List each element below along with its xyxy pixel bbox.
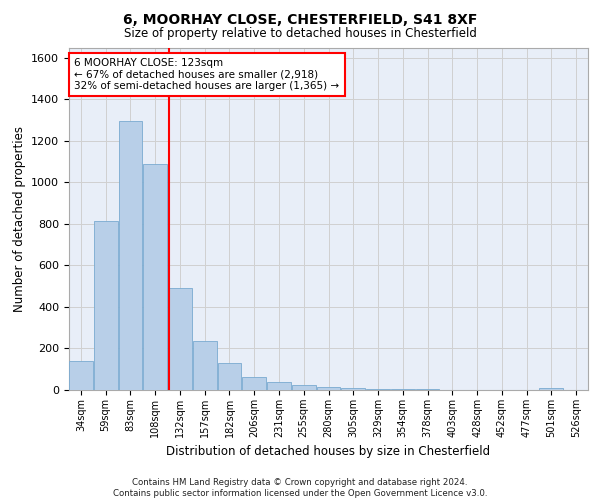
Bar — [317, 387, 340, 390]
Bar — [539, 388, 563, 390]
Bar — [143, 164, 167, 390]
Bar — [218, 363, 241, 390]
Bar — [391, 389, 415, 390]
X-axis label: Distribution of detached houses by size in Chesterfield: Distribution of detached houses by size … — [166, 446, 491, 458]
Bar — [119, 121, 142, 390]
Bar — [193, 341, 217, 390]
Y-axis label: Number of detached properties: Number of detached properties — [13, 126, 26, 312]
Bar — [242, 376, 266, 390]
Bar — [94, 221, 118, 390]
Bar — [292, 385, 316, 390]
Text: Size of property relative to detached houses in Chesterfield: Size of property relative to detached ho… — [124, 28, 476, 40]
Bar — [341, 388, 365, 390]
Text: 6 MOORHAY CLOSE: 123sqm
← 67% of detached houses are smaller (2,918)
32% of semi: 6 MOORHAY CLOSE: 123sqm ← 67% of detache… — [74, 58, 340, 91]
Bar — [267, 382, 291, 390]
Bar — [168, 288, 192, 390]
Text: Contains HM Land Registry data © Crown copyright and database right 2024.
Contai: Contains HM Land Registry data © Crown c… — [113, 478, 487, 498]
Bar — [69, 361, 93, 390]
Text: 6, MOORHAY CLOSE, CHESTERFIELD, S41 8XF: 6, MOORHAY CLOSE, CHESTERFIELD, S41 8XF — [123, 12, 477, 26]
Bar — [366, 389, 390, 390]
